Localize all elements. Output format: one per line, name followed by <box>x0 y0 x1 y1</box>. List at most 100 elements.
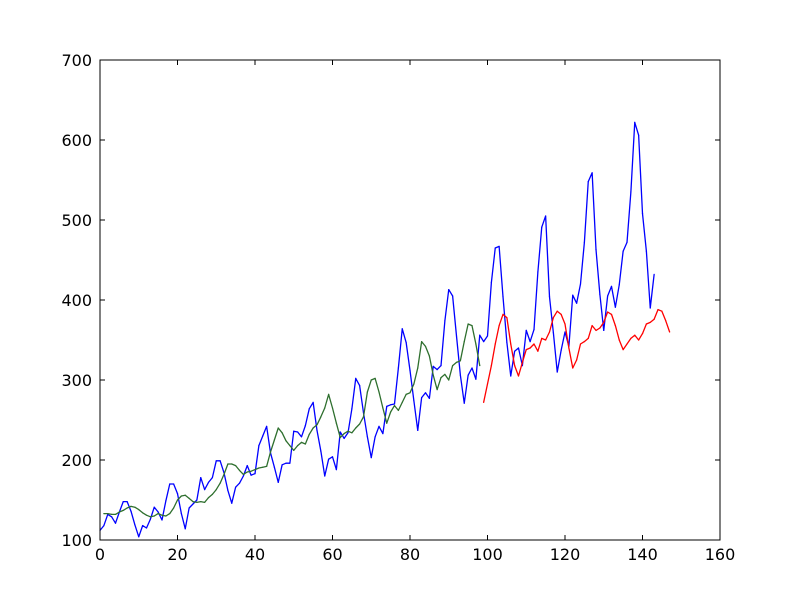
series-lines <box>99 121 671 538</box>
data-point <box>483 341 485 343</box>
data-point <box>665 320 667 322</box>
data-point <box>483 401 485 403</box>
data-point <box>351 408 353 410</box>
data-point <box>320 450 322 452</box>
data-point <box>359 385 361 387</box>
data-point <box>382 433 384 435</box>
data-point <box>246 471 248 473</box>
data-point <box>370 379 372 381</box>
data-point <box>390 404 392 406</box>
data-point <box>428 397 430 399</box>
series-0 <box>99 121 655 538</box>
data-point <box>293 449 295 451</box>
data-point <box>494 343 496 345</box>
data-point <box>308 433 310 435</box>
data-point <box>211 477 213 479</box>
x-tick-label: 160 <box>705 545 736 564</box>
data-point <box>548 331 551 333</box>
data-point <box>235 486 237 488</box>
data-point <box>576 302 578 304</box>
data-point <box>219 460 221 462</box>
data-point <box>285 440 287 442</box>
data-point <box>587 181 589 183</box>
data-point <box>343 437 345 439</box>
data-point <box>289 462 291 464</box>
data-point <box>382 407 384 409</box>
data-point <box>537 271 539 273</box>
data-point <box>517 347 520 349</box>
data-point <box>560 349 562 351</box>
data-point <box>207 481 210 483</box>
x-tick-label: 140 <box>627 545 658 564</box>
data-point <box>657 309 659 311</box>
data-point <box>413 400 415 402</box>
data-point <box>242 475 244 477</box>
data-point <box>572 367 574 369</box>
data-point <box>262 435 264 437</box>
data-point <box>111 516 113 518</box>
data-point <box>521 361 523 363</box>
data-point <box>273 466 275 468</box>
data-point <box>436 389 438 391</box>
data-point <box>463 341 465 343</box>
data-point <box>188 507 190 509</box>
data-point <box>421 397 423 399</box>
data-point <box>463 402 465 404</box>
data-point <box>479 334 481 336</box>
data-point <box>254 469 256 471</box>
data-point <box>355 427 357 429</box>
data-point <box>390 411 392 413</box>
data-point <box>576 359 578 361</box>
data-point <box>475 378 477 380</box>
data-point <box>479 365 481 367</box>
data-point <box>320 416 322 418</box>
x-tick-label: 100 <box>472 545 503 564</box>
data-point <box>246 465 248 467</box>
data-point <box>417 367 419 369</box>
data-point <box>432 374 434 376</box>
data-point <box>242 473 244 475</box>
data-point <box>486 335 489 337</box>
data-point <box>490 365 492 367</box>
data-point <box>126 501 128 503</box>
data-point <box>537 350 539 352</box>
data-point <box>173 483 175 485</box>
data-point <box>564 331 566 333</box>
data-point <box>300 436 303 438</box>
data-point <box>138 536 140 538</box>
data-point <box>165 515 167 517</box>
data-point <box>122 509 124 511</box>
data-point <box>293 430 295 432</box>
data-point <box>211 493 213 495</box>
data-point <box>238 482 241 484</box>
data-point <box>281 432 283 434</box>
data-point <box>297 431 299 433</box>
data-point <box>471 325 473 327</box>
data-point <box>107 513 109 515</box>
data-point <box>444 373 446 375</box>
x-tick-label: 120 <box>550 545 581 564</box>
data-point <box>374 377 376 379</box>
data-point <box>304 443 306 445</box>
data-point <box>277 481 279 483</box>
data-point <box>258 467 260 469</box>
data-point <box>130 510 132 512</box>
data-point <box>607 295 609 297</box>
data-point <box>467 323 469 325</box>
data-point <box>587 337 589 339</box>
x-tick-label: 80 <box>400 545 420 564</box>
data-point <box>289 445 291 447</box>
data-point <box>494 247 496 249</box>
data-point <box>169 483 171 485</box>
series-1 <box>103 323 481 518</box>
data-point <box>114 522 117 524</box>
data-point <box>653 273 655 275</box>
data-point <box>630 191 632 193</box>
data-point <box>405 393 407 395</box>
data-point <box>366 391 368 393</box>
data-point <box>231 463 233 465</box>
data-point <box>266 465 268 467</box>
data-point <box>335 422 337 424</box>
data-point <box>471 367 473 369</box>
